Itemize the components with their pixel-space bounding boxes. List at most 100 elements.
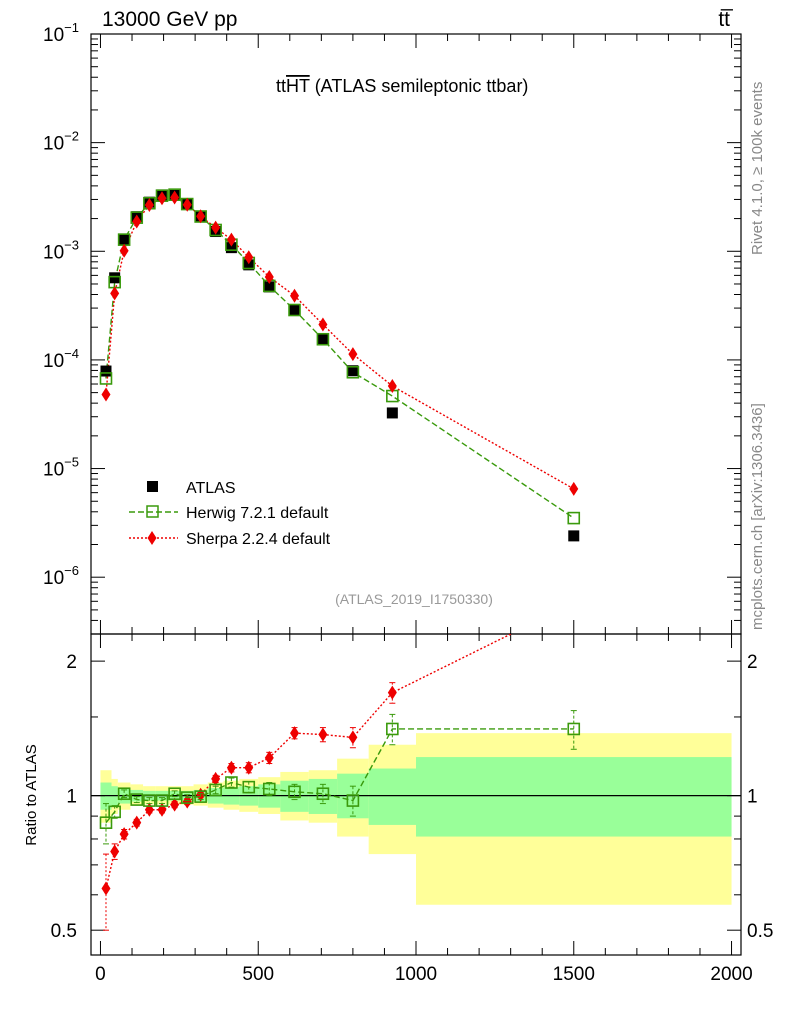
sherpa-ratio-point bbox=[244, 760, 254, 775]
herwig-ratio-point bbox=[194, 790, 207, 803]
x-tick-label: 0 bbox=[95, 964, 106, 985]
sherpa-ratio-point bbox=[211, 771, 221, 786]
herwig-ratio-point bbox=[108, 805, 121, 819]
sherpa-point bbox=[226, 232, 236, 247]
sherpa-point bbox=[211, 220, 221, 235]
herwig-line bbox=[105, 193, 575, 519]
herwig-ratio-point bbox=[386, 722, 399, 736]
x-tick-label: 1000 bbox=[395, 964, 437, 985]
ratio-y-tick-label: 0.5 bbox=[51, 921, 77, 942]
herwig-point bbox=[99, 372, 113, 385]
sherpa-ratio-group bbox=[101, 634, 513, 931]
y-tick-label: 10−5 bbox=[43, 455, 79, 481]
ratio-band-inner bbox=[368, 768, 416, 825]
sherpa-point bbox=[110, 286, 120, 301]
sherpa-ratio-line bbox=[105, 634, 513, 889]
x-tick-label: 500 bbox=[242, 964, 274, 985]
sherpa-ratio-point bbox=[264, 750, 274, 765]
ratio-y-tick-label-right: 1 bbox=[747, 787, 758, 808]
sherpa-point bbox=[569, 481, 579, 496]
sherpa-point bbox=[318, 317, 328, 332]
atlas-point bbox=[317, 334, 329, 346]
herwig-point bbox=[316, 332, 330, 346]
sherpa-ratio-point bbox=[119, 827, 129, 842]
herwig-ratio-point bbox=[262, 782, 276, 796]
sherpa-ratio-point bbox=[318, 727, 328, 742]
y-tick-label: 10−4 bbox=[43, 346, 79, 372]
sherpa-point bbox=[196, 209, 206, 224]
atlas-point bbox=[568, 530, 580, 542]
herwig-ratio-point bbox=[99, 816, 113, 829]
sherpa-ratio-point bbox=[101, 881, 111, 896]
atlas-point bbox=[109, 272, 121, 284]
atlas-point bbox=[263, 281, 275, 293]
sherpa-line bbox=[105, 196, 575, 490]
y-tick-base: 10 bbox=[43, 351, 64, 372]
ratio-y-tick-label: 1 bbox=[66, 787, 77, 808]
title-prefix: tt bbox=[276, 76, 286, 96]
sherpa-ratio-point bbox=[170, 797, 180, 812]
ratio-uncertainty-bands bbox=[100, 733, 732, 905]
legend-herwig-marker bbox=[146, 505, 159, 518]
main-series-layer bbox=[99, 188, 581, 542]
x-tick-label: 2000 bbox=[710, 964, 752, 985]
y-tick-exponent: −4 bbox=[64, 346, 79, 361]
legend-sherpa-label: Sherpa 2.2.4 default bbox=[186, 531, 331, 548]
sherpa-point bbox=[387, 379, 397, 394]
y-tick-base: 10 bbox=[43, 242, 64, 263]
herwig-ratio-point bbox=[180, 791, 194, 804]
ratio-y-tick-label: 2 bbox=[66, 652, 77, 673]
atlas-point bbox=[347, 365, 359, 377]
herwig-ratio-point bbox=[242, 780, 256, 794]
sherpa-point bbox=[182, 197, 192, 212]
herwig-ratio-point bbox=[155, 794, 169, 807]
sherpa-point bbox=[157, 191, 167, 206]
atlas-point bbox=[225, 242, 237, 254]
herwig-ratio-point bbox=[225, 776, 238, 789]
y-tick-exponent: −3 bbox=[64, 237, 79, 252]
herwig-ratio-point bbox=[567, 722, 581, 736]
sherpa-ratio-point bbox=[157, 802, 167, 817]
sherpa-ratio-point bbox=[387, 685, 397, 700]
herwig-ratio-point bbox=[117, 787, 131, 801]
y-tick-label: 10−1 bbox=[43, 20, 79, 46]
ratio-plot-frame: 0.5 0.5 1 1 2 2 0 500 1000 1500 2000 bbox=[51, 633, 773, 985]
herwig-point bbox=[288, 303, 301, 317]
sherpa-ratio-point bbox=[226, 760, 236, 775]
y-tick-exponent: −5 bbox=[64, 455, 79, 470]
sherpa-ratio-point bbox=[110, 844, 120, 859]
sherpa-point bbox=[348, 347, 358, 362]
herwig-ratio-point bbox=[346, 794, 360, 807]
legend-atlas-label: ATLAS bbox=[186, 480, 236, 497]
herwig-ratio-point bbox=[209, 783, 222, 797]
y-tick-exponent: −1 bbox=[64, 20, 79, 35]
sherpa-point bbox=[264, 269, 274, 284]
legend: ATLAS Herwig 7.2.1 default Sherpa 2.2.4 … bbox=[129, 480, 331, 548]
y-tick-label: 10−3 bbox=[43, 237, 79, 263]
ratio-y-tick-label-right: 0.5 bbox=[747, 921, 773, 942]
analysis-id-label: (ATLAS_2019_I1750330) bbox=[335, 591, 493, 607]
ratio-y-axis-label: Ratio to ATLAS bbox=[23, 744, 40, 845]
atlas-point bbox=[243, 259, 255, 271]
sherpa-point bbox=[170, 190, 180, 205]
plot-title: ttHT (ATLAS semileptonic ttbar) bbox=[276, 76, 528, 96]
sherpa-point bbox=[119, 243, 129, 258]
title-overline: HT bbox=[286, 76, 310, 96]
sherpa-point bbox=[132, 214, 142, 229]
herwig-ratio-point bbox=[168, 787, 181, 801]
y-tick-base: 10 bbox=[43, 25, 64, 46]
mcplots-label: mcplots.cern.ch [arXiv:1306.3436] bbox=[749, 403, 766, 630]
atlas-point bbox=[386, 407, 398, 419]
atlas-point bbox=[118, 234, 130, 246]
process-label: tt̅ bbox=[718, 8, 734, 31]
herwig-ratio-point bbox=[288, 785, 301, 799]
sherpa-point bbox=[290, 288, 300, 303]
herwig-ratio-point bbox=[143, 794, 156, 807]
ratio-series-layer bbox=[99, 634, 581, 931]
herwig-ratio-group bbox=[99, 710, 581, 845]
x-tick-label: 1500 bbox=[553, 964, 595, 985]
sherpa-point bbox=[244, 250, 254, 265]
sherpa-ratio-point bbox=[144, 802, 154, 817]
y-tick-exponent: −6 bbox=[64, 563, 79, 578]
